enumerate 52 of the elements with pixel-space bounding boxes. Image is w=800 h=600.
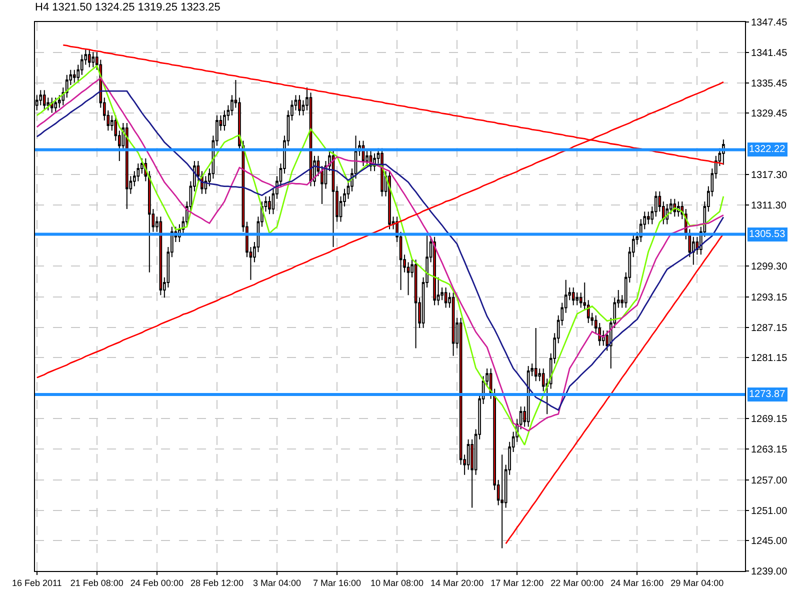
candlestick — [572, 287, 575, 306]
y-tick-label: 1335.45 — [751, 78, 788, 90]
candlestick — [223, 110, 226, 132]
line-series — [505, 233, 724, 544]
y-tick-label: 1257.00 — [751, 475, 788, 486]
ref-line-label: 1322.22 — [749, 144, 786, 155]
y-tick-label: 1311.30 — [751, 200, 787, 212]
y-tick-label: 1263.15 — [751, 444, 788, 456]
y-tick-label: 1299.30 — [751, 261, 788, 272]
x-tick-label: 28 Feb 12:00 — [190, 578, 244, 588]
x-tick-label: 7 Mar 16:00 — [312, 578, 362, 588]
x-tick-label: 29 Mar 04:00 — [670, 578, 724, 588]
candlestick — [54, 97, 58, 114]
candlestick — [126, 122, 128, 210]
candlestick — [65, 74, 68, 98]
y-tick-label: 1317.30 — [751, 170, 788, 182]
candlestick — [92, 52, 95, 68]
y-tick-label: 1281.15 — [751, 353, 788, 364]
candlestick — [500, 454, 504, 549]
y-tick-label: 1287.15 — [751, 322, 788, 334]
x-tick-label: 21 Feb 08:00 — [70, 578, 124, 588]
x-tick-label: 16 Feb 2011 — [12, 578, 62, 588]
y-tick-label: 1251.00 — [751, 506, 788, 517]
candlestick — [298, 94, 301, 116]
candlestick — [452, 292, 455, 356]
candlestick — [332, 150, 335, 248]
ref-line-label: 1273.87 — [749, 389, 786, 400]
y-tick-label: 1239.00 — [751, 566, 788, 578]
x-tick-label: 3 Mar 04:00 — [252, 578, 301, 588]
y-tick-label: 1245.00 — [751, 536, 788, 548]
candlestick — [433, 236, 436, 306]
candlestick — [444, 287, 448, 308]
y-tick-label: 1347.45 — [751, 18, 788, 28]
x-tick-label: 17 Mar 12:00 — [490, 578, 544, 588]
x-tick-label: 24 Mar 16:00 — [610, 578, 664, 588]
candlestick — [534, 328, 538, 382]
candlestick — [42, 90, 46, 111]
candlestick — [88, 49, 91, 68]
x-tick-label: 10 Mar 08:00 — [370, 578, 424, 588]
candlestick — [148, 170, 151, 273]
y-tick-label: 1269.15 — [751, 414, 788, 425]
y-tick-label: 1341.45 — [751, 48, 788, 59]
y-tick-label: 1293.15 — [751, 292, 788, 304]
ref-line-label: 1305.53 — [749, 229, 786, 240]
candlestick — [414, 259, 418, 349]
x-tick-label: 14 Mar 20:00 — [430, 578, 484, 588]
candlestick — [388, 170, 391, 230]
x-tick-label: 22 Mar 00:00 — [550, 578, 604, 588]
candlestick — [72, 69, 76, 83]
y-tick-label: 1329.45 — [751, 108, 788, 120]
x-tick-label: 24 Feb 00:00 — [130, 578, 184, 588]
chart-title: H4 1321.50 1324.25 1319.25 1323.25 — [35, 2, 220, 14]
